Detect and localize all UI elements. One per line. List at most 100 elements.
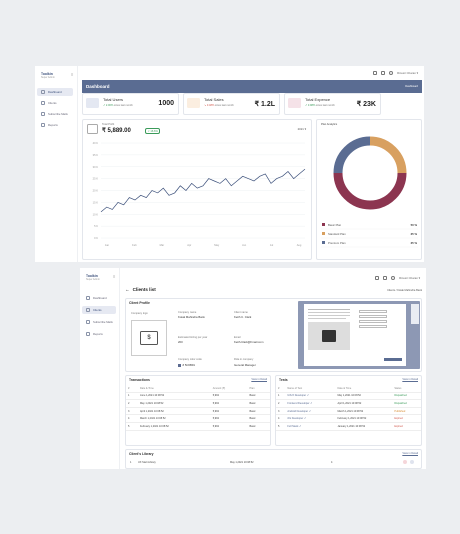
table-row[interactable]: 1 June 1,2021 10:08:52 5,992 Basic (126, 392, 270, 401)
sidebar-item-reports[interactable]: Reports (82, 330, 116, 338)
sidebar-item-subscribe-mails[interactable]: Subscribe Mails (37, 110, 73, 118)
role-value: General Manager (234, 363, 256, 367)
table-row[interactable]: 4 iOs Developer ↗ February 1,2021 10:08:52… (276, 414, 421, 423)
table-cell: UI/UX Developer ↗ (285, 392, 336, 401)
image-icon (322, 330, 336, 342)
column-header: Amount (₹) (210, 385, 248, 393)
table-cell: iOs Developer ↗ (285, 414, 336, 423)
edit-icon[interactable] (410, 460, 414, 464)
avatar[interactable] (389, 71, 394, 75)
user-name[interactable]: Rinusri Charan ▾ (399, 276, 420, 280)
expand-icon[interactable] (375, 276, 380, 280)
x-tick-label: Feb (132, 243, 137, 247)
donut-slice-premium-plan[interactable] (333, 136, 371, 174)
y-tick-label: 35 K (93, 153, 99, 157)
page-title: Dashboard (86, 84, 110, 89)
table-row[interactable]: 1 UI/UX Developer ↗ May 1,2021 10:08:52 Dis… (276, 392, 421, 401)
table-row[interactable]: 3 April 1,2021 10:08:52 5,992 Basic (126, 407, 270, 416)
menu-collapse-icon[interactable]: ≡ (71, 72, 74, 77)
table-cell: Frontend Developer ↗ (285, 399, 336, 408)
table-cell: Published (392, 407, 421, 416)
color-code-value: # 5C6B91 (178, 363, 195, 367)
sidebar: Toolkin Super Admin ≡ Dashboard Clients … (80, 268, 120, 469)
brand-name: Toolkin (41, 72, 53, 76)
column-header: Name of Test (285, 385, 336, 393)
company-logo-label: Company logo (131, 312, 148, 315)
stat-sub: since last month (214, 104, 234, 107)
table-cell: 5 (126, 422, 138, 431)
stat-card-total-users: Total Users ↗ 2.00% since last month 100… (82, 93, 179, 115)
delete-icon[interactable] (403, 460, 407, 464)
sidebar-item-label: Dashboard (48, 90, 62, 94)
stat-value: ₹ 23K (356, 101, 376, 108)
back-arrow-icon[interactable]: ← (125, 287, 130, 292)
profit-line-chart: 40 K 35 K 30 K 25 K 20 K 15 K 10 K 5 K 0 K Jan Feb… (93, 141, 306, 247)
top-bar: Rinusri Charan ▾ (375, 276, 420, 280)
breadcrumb[interactable]: Clients / Kotak Mahindra Bank (387, 289, 422, 292)
column-header: Plan (247, 385, 270, 393)
bell-icon[interactable] (381, 71, 386, 75)
breadcrumb[interactable]: Dashboard (405, 85, 418, 88)
table-cell: 5,992 (210, 414, 248, 423)
library-title: Client's Library (129, 452, 154, 456)
sidebar-item-label: Clients (48, 101, 57, 105)
library-count: 4 (331, 461, 333, 464)
stat-change-line: ↘ 3.48% since last month (204, 104, 234, 107)
table-cell: 2 (276, 399, 286, 408)
transactions-panel: Transactions View in Detail # Date & Tim… (125, 375, 271, 446)
page-header: ← Clients list (125, 287, 156, 292)
bell-icon[interactable] (383, 276, 388, 280)
x-tick-label: Apr (187, 243, 191, 247)
x-tick-label: Jan (105, 243, 110, 247)
money-icon: $ (140, 331, 158, 345)
table-cell: 5 (276, 422, 286, 431)
avatar[interactable] (391, 276, 396, 280)
stat-sub: since last month (113, 104, 133, 107)
x-tick-label: Jun (242, 243, 247, 247)
test-preview[interactable] (298, 301, 420, 369)
table-cell: 3 (126, 407, 138, 416)
table-row[interactable]: 5 February 1,2021 10:08:52 5,992 Basic (126, 422, 270, 431)
donut-slice-basic-plan[interactable] (333, 172, 407, 210)
sidebar-item-clients[interactable]: Clients (37, 99, 73, 107)
plan-analytics-panel: Plan Analytics Basic Plan 50 % Standard Pl… (316, 119, 422, 260)
sidebar-item-label: Clients (93, 308, 102, 312)
table-row[interactable]: 4 March 1,2021 10:08:52 5,992 Basic (126, 414, 270, 423)
field-label: Email (234, 336, 241, 339)
donut-slice-standard-plan[interactable] (369, 136, 407, 174)
table-row[interactable]: 3 Android Developer ↗ March 1,2021 10:08:5… (276, 407, 421, 416)
sidebar-item-subscribe-mails[interactable]: Subscribe Mails (82, 318, 116, 326)
table-cell: 2 (126, 399, 138, 408)
table-cell: March 1,2021 10:08:52 (137, 414, 211, 423)
table-row[interactable]: 2 Frontend Developer ↗ April 1,2021 10:08:… (276, 399, 421, 408)
x-tick-label: Aug (297, 243, 302, 247)
y-tick-label: 40 K (93, 141, 99, 145)
column-header: Date & Time (137, 385, 211, 393)
mail-icon (86, 320, 90, 324)
tests-view-link[interactable]: View in Detail (402, 378, 418, 381)
library-view-link[interactable]: View in Detail (402, 452, 418, 455)
year-select[interactable]: 2021 ▾ (297, 127, 306, 131)
expand-icon[interactable] (373, 71, 378, 75)
client-name-value: Keith C. Clark (234, 315, 252, 319)
page-header: Dashboard Dashboard (82, 80, 422, 93)
table-cell: Android Developer ↗ (285, 407, 336, 416)
company-logo-box[interactable]: $ (131, 320, 167, 356)
menu-collapse-icon[interactable]: ≡ (113, 274, 116, 279)
table-cell: Basic (247, 422, 270, 431)
y-tick-label: 10 K (93, 212, 99, 216)
sidebar-item-reports[interactable]: Reports (37, 121, 73, 129)
user-name[interactable]: Rinusri Charan ▾ (397, 71, 418, 75)
table-row[interactable]: 2 May 1,2021 10:08:52 5,992 Basic (126, 399, 270, 408)
table-cell: 1 (126, 392, 138, 401)
table-cell: Basic (247, 414, 270, 423)
sidebar-item-clients[interactable]: Clients (82, 306, 116, 314)
table-cell: 3 (276, 407, 286, 416)
sidebar-item-dashboard[interactable]: Dashboard (82, 294, 116, 302)
transactions-view-link[interactable]: View in Detail (251, 378, 267, 381)
table-header-row: # Date & Time Amount (₹) Plan (126, 385, 270, 393)
tests-panel: Tests View in Detail # Name of Test Date… (275, 375, 422, 446)
sidebar-item-dashboard[interactable]: Dashboard (37, 88, 73, 96)
table-cell: Basic (247, 392, 270, 401)
table-row[interactable]: 5 Full Stack ↗ January 1,2021 10:08:52 Expi… (276, 422, 421, 431)
